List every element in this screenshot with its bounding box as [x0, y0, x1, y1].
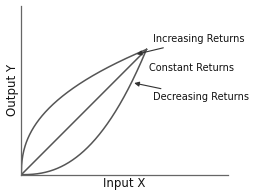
Y-axis label: Output Y: Output Y: [6, 64, 19, 116]
Text: Constant Returns: Constant Returns: [149, 63, 234, 73]
Text: Decreasing Returns: Decreasing Returns: [135, 82, 249, 102]
X-axis label: Input X: Input X: [103, 177, 146, 191]
Text: Increasing Returns: Increasing Returns: [138, 34, 244, 55]
